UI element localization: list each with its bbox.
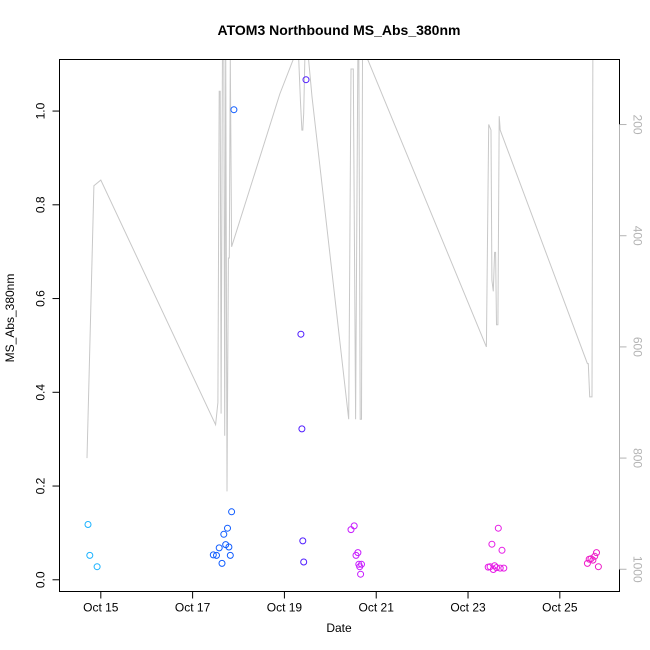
data-point: [225, 543, 233, 551]
x-tick-label: Oct 25: [542, 601, 578, 615]
data-point: [498, 546, 506, 554]
data-point: [500, 564, 508, 572]
x-tick-label: Oct 19: [267, 601, 303, 615]
data-point: [594, 563, 602, 571]
data-point: [228, 508, 236, 516]
data-point: [86, 551, 94, 559]
right-tick-label: 800: [631, 448, 645, 468]
y-axis-label: MS_Abs_380nm: [3, 274, 17, 363]
data-point: [84, 521, 92, 528]
data-point: [215, 544, 223, 552]
data-point: [300, 558, 308, 566]
x-axis-label: Date: [326, 621, 352, 635]
data-point: [93, 563, 101, 571]
data-point: [587, 555, 595, 563]
data-point: [591, 552, 599, 560]
y-tick-label: 0.4: [34, 384, 48, 401]
x-tick-label: Oct 15: [83, 601, 119, 615]
data-point: [218, 559, 226, 567]
data-point: [299, 537, 307, 545]
x-tick-label: Oct 23: [450, 601, 486, 615]
data-point: [213, 551, 220, 559]
x-tick-label: Oct 17: [175, 601, 211, 615]
data-point: [297, 330, 305, 338]
y-tick-label: 1.0: [34, 102, 48, 119]
right-tick-label: 600: [631, 337, 645, 357]
data-point: [488, 540, 496, 548]
right-tick-label: 400: [631, 226, 645, 246]
data-point: [583, 559, 591, 567]
y-tick-label: 0.6: [34, 290, 48, 307]
y-tick-label: 0.0: [34, 571, 48, 588]
data-point: [298, 425, 306, 433]
data-point: [589, 556, 597, 564]
x-tick-label: Oct 21: [359, 601, 395, 615]
data-point: [491, 562, 499, 570]
scatter-points-layer: [84, 76, 602, 578]
data-point: [209, 551, 217, 559]
data-point: [357, 570, 365, 578]
y-tick-label: 0.2: [34, 477, 48, 494]
data-point: [354, 549, 362, 557]
data-point: [226, 551, 234, 559]
data-point: [220, 530, 228, 538]
data-point: [358, 560, 365, 568]
data-point: [230, 106, 238, 114]
y-tick-label: 0.8: [34, 196, 48, 213]
data-point: [494, 524, 502, 532]
data-point: [224, 524, 231, 532]
data-point: [496, 564, 504, 572]
chart-title: ATOM3 Northbound MS_Abs_380nm: [218, 22, 461, 38]
data-point: [350, 522, 358, 530]
axes-layer: Oct 15 Oct 17 Oct 19 Oct 21 Oct 23 Oct 25 0.0 0…: [34, 102, 645, 614]
pressure-line-layer: [86, 59, 594, 492]
data-point: [493, 564, 500, 572]
data-point: [593, 549, 600, 557]
pressure-line: [86, 59, 594, 492]
right-tick-label: 1000: [631, 556, 645, 583]
data-point: [302, 76, 310, 84]
right-tick-label: 200: [631, 115, 645, 135]
